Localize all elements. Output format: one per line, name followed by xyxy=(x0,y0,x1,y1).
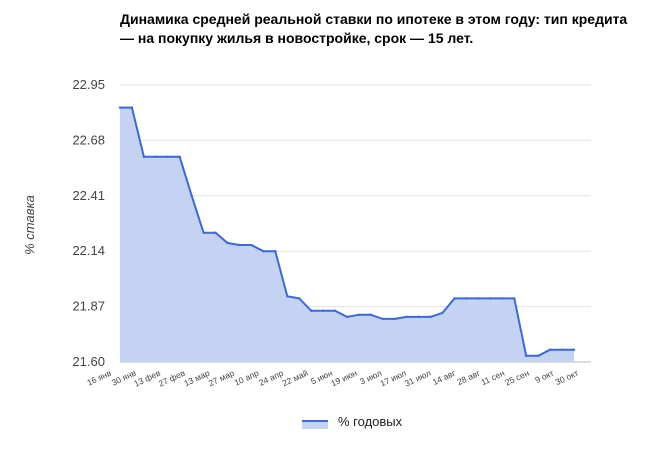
data-point[interactable] xyxy=(393,317,396,321)
x-tick-label: 19 июн xyxy=(329,368,359,389)
data-point[interactable] xyxy=(214,231,217,234)
y-tick-label: 21.60 xyxy=(72,354,105,369)
data-point[interactable] xyxy=(118,106,122,109)
data-point[interactable] xyxy=(202,231,205,234)
data-point[interactable] xyxy=(226,241,229,245)
x-tick-label: 14 авг xyxy=(431,368,457,387)
data-point[interactable] xyxy=(513,297,516,300)
plot-area xyxy=(118,106,576,362)
x-tick-label: 25 сен xyxy=(503,368,531,388)
y-tick-label: 22.14 xyxy=(72,243,105,258)
data-point[interactable] xyxy=(489,297,492,300)
y-axis: 22.95 22.68 22.41 22.14 21.87 21.60 xyxy=(72,77,105,369)
data-point[interactable] xyxy=(321,309,325,312)
data-point[interactable] xyxy=(166,155,169,159)
x-tick-label: 17 июл xyxy=(378,368,407,389)
x-tick-label: 16 янв xyxy=(85,368,113,388)
data-point[interactable] xyxy=(572,348,576,351)
data-point[interactable] xyxy=(381,317,385,321)
data-point[interactable] xyxy=(190,194,193,197)
data-point[interactable] xyxy=(178,155,181,159)
data-point[interactable] xyxy=(357,313,361,317)
data-point[interactable] xyxy=(333,309,337,312)
x-tick-label: 13 мар xyxy=(182,368,211,389)
data-point[interactable] xyxy=(274,250,277,253)
data-point[interactable] xyxy=(130,106,134,109)
x-tick-label: 9 окт xyxy=(533,368,555,385)
x-tick-label: 27 мар xyxy=(207,368,236,389)
x-tick-label: 30 окт xyxy=(554,368,580,387)
data-point[interactable] xyxy=(525,354,528,358)
legend[interactable]: % годовых xyxy=(302,414,403,429)
data-point[interactable] xyxy=(429,315,432,319)
data-point[interactable] xyxy=(405,315,408,319)
data-point[interactable] xyxy=(536,354,540,358)
series-area xyxy=(120,107,574,362)
data-point[interactable] xyxy=(309,309,313,312)
y-tick-label: 22.95 xyxy=(72,77,105,92)
y-tick-label: 22.41 xyxy=(72,188,105,203)
x-tick-label: 11 сен xyxy=(479,368,506,388)
legend-swatch xyxy=(302,421,328,429)
data-point[interactable] xyxy=(477,297,480,300)
data-point[interactable] xyxy=(154,155,158,159)
data-point[interactable] xyxy=(286,295,289,298)
data-point[interactable] xyxy=(369,313,373,317)
y-tick-label: 21.87 xyxy=(72,299,105,314)
data-point[interactable] xyxy=(238,243,241,247)
data-point[interactable] xyxy=(142,155,146,159)
data-point[interactable] xyxy=(298,297,301,300)
data-point[interactable] xyxy=(345,315,349,319)
x-tick-label: 22 май xyxy=(281,368,310,389)
y-axis-title: % ставка xyxy=(22,195,37,255)
x-tick-label: 31 июл xyxy=(403,368,432,389)
x-tick-label: 28 авг xyxy=(455,368,481,387)
data-point[interactable] xyxy=(441,311,444,314)
data-point[interactable] xyxy=(262,250,265,253)
data-point[interactable] xyxy=(250,243,253,247)
data-point[interactable] xyxy=(417,315,420,319)
y-tick-label: 22.68 xyxy=(72,132,105,147)
chart-title: Динамика средней реальной ставки по ипот… xyxy=(120,11,628,46)
x-tick-label: 24 апр xyxy=(257,368,285,388)
data-point[interactable] xyxy=(548,348,552,351)
data-point[interactable] xyxy=(560,348,564,351)
legend-item-label: % годовых xyxy=(338,414,403,429)
x-tick-label: 10 апр xyxy=(233,368,261,388)
data-point[interactable] xyxy=(465,297,468,300)
data-point[interactable] xyxy=(453,297,456,300)
data-point[interactable] xyxy=(501,297,504,300)
